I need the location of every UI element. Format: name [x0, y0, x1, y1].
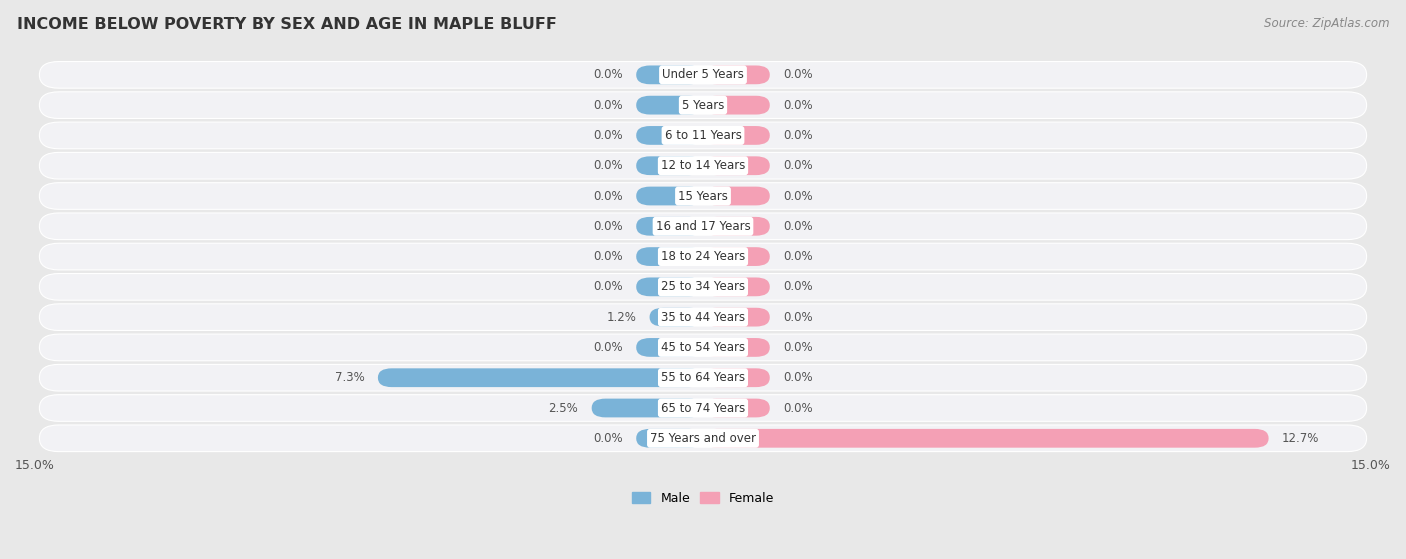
FancyBboxPatch shape [703, 65, 770, 84]
FancyBboxPatch shape [636, 247, 703, 266]
Text: 0.0%: 0.0% [593, 98, 623, 112]
FancyBboxPatch shape [703, 126, 770, 145]
Text: 2.5%: 2.5% [548, 401, 578, 415]
Text: 45 to 54 Years: 45 to 54 Years [661, 341, 745, 354]
FancyBboxPatch shape [39, 304, 1367, 330]
Text: 12.7%: 12.7% [1282, 432, 1319, 445]
FancyBboxPatch shape [703, 96, 770, 115]
Text: 35 to 44 Years: 35 to 44 Years [661, 311, 745, 324]
FancyBboxPatch shape [378, 368, 703, 387]
Text: 7.3%: 7.3% [335, 371, 364, 384]
Text: Source: ZipAtlas.com: Source: ZipAtlas.com [1264, 17, 1389, 30]
Text: 0.0%: 0.0% [593, 129, 623, 142]
Text: 0.0%: 0.0% [593, 341, 623, 354]
Text: 6 to 11 Years: 6 to 11 Years [665, 129, 741, 142]
FancyBboxPatch shape [39, 425, 1367, 452]
Text: INCOME BELOW POVERTY BY SEX AND AGE IN MAPLE BLUFF: INCOME BELOW POVERTY BY SEX AND AGE IN M… [17, 17, 557, 32]
Text: 0.0%: 0.0% [783, 341, 813, 354]
Text: 0.0%: 0.0% [783, 250, 813, 263]
Text: 0.0%: 0.0% [783, 371, 813, 384]
FancyBboxPatch shape [703, 277, 770, 296]
FancyBboxPatch shape [636, 126, 703, 145]
FancyBboxPatch shape [703, 217, 770, 236]
Text: 12 to 14 Years: 12 to 14 Years [661, 159, 745, 172]
FancyBboxPatch shape [39, 153, 1367, 179]
FancyBboxPatch shape [636, 157, 703, 175]
Text: 0.0%: 0.0% [783, 159, 813, 172]
FancyBboxPatch shape [636, 277, 703, 296]
FancyBboxPatch shape [39, 243, 1367, 270]
Text: 0.0%: 0.0% [593, 250, 623, 263]
FancyBboxPatch shape [636, 338, 703, 357]
FancyBboxPatch shape [39, 122, 1367, 149]
FancyBboxPatch shape [703, 399, 770, 418]
Text: 0.0%: 0.0% [783, 281, 813, 293]
FancyBboxPatch shape [650, 308, 703, 326]
FancyBboxPatch shape [703, 308, 770, 326]
FancyBboxPatch shape [39, 364, 1367, 391]
Text: 16 and 17 Years: 16 and 17 Years [655, 220, 751, 233]
FancyBboxPatch shape [39, 61, 1367, 88]
Text: 0.0%: 0.0% [783, 220, 813, 233]
Text: 0.0%: 0.0% [783, 129, 813, 142]
FancyBboxPatch shape [703, 338, 770, 357]
Legend: Male, Female: Male, Female [627, 487, 779, 510]
Text: 0.0%: 0.0% [593, 190, 623, 202]
FancyBboxPatch shape [39, 334, 1367, 361]
Text: 0.0%: 0.0% [783, 311, 813, 324]
Text: 15 Years: 15 Years [678, 190, 728, 202]
Text: 0.0%: 0.0% [593, 432, 623, 445]
FancyBboxPatch shape [703, 429, 1268, 448]
Text: 0.0%: 0.0% [783, 190, 813, 202]
Text: 25 to 34 Years: 25 to 34 Years [661, 281, 745, 293]
FancyBboxPatch shape [636, 217, 703, 236]
FancyBboxPatch shape [39, 273, 1367, 300]
FancyBboxPatch shape [39, 183, 1367, 209]
FancyBboxPatch shape [39, 92, 1367, 119]
Text: 65 to 74 Years: 65 to 74 Years [661, 401, 745, 415]
Text: 0.0%: 0.0% [593, 68, 623, 82]
FancyBboxPatch shape [39, 213, 1367, 240]
FancyBboxPatch shape [592, 399, 703, 418]
FancyBboxPatch shape [703, 368, 770, 387]
Text: 1.2%: 1.2% [606, 311, 636, 324]
Text: 0.0%: 0.0% [593, 281, 623, 293]
Text: 0.0%: 0.0% [783, 401, 813, 415]
Text: 5 Years: 5 Years [682, 98, 724, 112]
Text: 55 to 64 Years: 55 to 64 Years [661, 371, 745, 384]
Text: 75 Years and over: 75 Years and over [650, 432, 756, 445]
Text: 0.0%: 0.0% [593, 220, 623, 233]
Text: Under 5 Years: Under 5 Years [662, 68, 744, 82]
FancyBboxPatch shape [636, 65, 703, 84]
Text: 0.0%: 0.0% [783, 98, 813, 112]
FancyBboxPatch shape [39, 395, 1367, 421]
FancyBboxPatch shape [703, 187, 770, 205]
FancyBboxPatch shape [703, 247, 770, 266]
FancyBboxPatch shape [636, 187, 703, 205]
Text: 0.0%: 0.0% [593, 159, 623, 172]
FancyBboxPatch shape [636, 429, 703, 448]
FancyBboxPatch shape [703, 157, 770, 175]
FancyBboxPatch shape [636, 96, 703, 115]
Text: 0.0%: 0.0% [783, 68, 813, 82]
Text: 18 to 24 Years: 18 to 24 Years [661, 250, 745, 263]
